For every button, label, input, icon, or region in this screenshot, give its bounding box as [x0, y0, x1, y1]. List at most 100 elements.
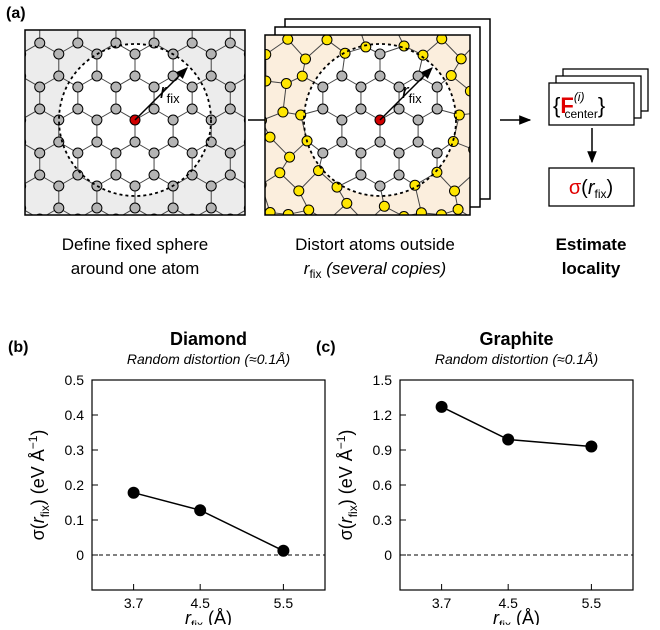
atom: [244, 5, 254, 15]
atom: [318, 104, 328, 114]
atom: [206, 181, 216, 191]
atom: [187, 16, 197, 26]
label-superscript: −1: [334, 435, 348, 449]
caption: around one atom: [71, 259, 200, 278]
atom: [187, 148, 197, 158]
bond: [97, 10, 116, 21]
atom: [111, 104, 121, 114]
atom: [356, 104, 366, 114]
atom: [35, 104, 45, 114]
atom: [168, 137, 178, 147]
bond: [135, 10, 154, 21]
atom: [206, 49, 216, 59]
y-axis-label: σ(rfix) (eV Å−1): [334, 430, 360, 541]
caption: Estimate: [556, 235, 627, 254]
bond: [319, 15, 337, 17]
data-point: [194, 504, 206, 516]
atom: [16, 203, 26, 213]
atom: [35, 170, 45, 180]
y-tick-label: 0.9: [373, 442, 393, 458]
atom: [490, 198, 500, 208]
bond: [490, 120, 498, 147]
atom: [187, 104, 197, 114]
subscript: center: [564, 107, 597, 121]
bond: [490, 53, 499, 71]
chart-title: Graphite: [479, 329, 553, 349]
data-point: [128, 487, 140, 499]
subscript: fix: [309, 267, 321, 281]
chart-subtitle: Random distortion (≈0.1Å): [127, 351, 290, 367]
atom: [92, 203, 102, 213]
atom: [73, 16, 83, 26]
atom: [187, 38, 197, 48]
caption: Define fixed sphere: [62, 235, 208, 254]
x-tick-label: 3.7: [432, 595, 452, 611]
atom: [394, 170, 404, 180]
atom: [92, 115, 102, 125]
atom: [130, 181, 140, 191]
caption-rest: (several copies): [321, 259, 446, 278]
atom: [446, 71, 456, 81]
atom: [314, 166, 324, 176]
bond: [356, 9, 375, 19]
x-tick-label: 5.5: [274, 595, 294, 611]
data-line: [442, 407, 592, 447]
atom: [225, 38, 235, 48]
atom: [275, 168, 285, 178]
label-subscript: fix: [499, 618, 511, 625]
atom: [278, 107, 288, 117]
atom: [318, 82, 328, 92]
y-tick-label: 0.4: [65, 407, 85, 423]
atom: [225, 104, 235, 114]
atom: [187, 82, 197, 92]
subscript: fix: [167, 91, 181, 106]
atom: [265, 132, 275, 142]
sigma-label: σ(rfix): [569, 177, 613, 201]
label-part: σ(: [28, 523, 48, 540]
atom: [111, 148, 121, 158]
label-part: (Å): [511, 608, 540, 625]
label-part: σ(: [336, 523, 356, 540]
atom: [375, 49, 385, 59]
atom: [73, 82, 83, 92]
y-tick-label: 0.5: [65, 372, 85, 388]
atom: [54, 181, 64, 191]
atom: [337, 137, 347, 147]
atom: [265, 208, 275, 218]
atom: [375, 71, 385, 81]
atom: [54, 49, 64, 59]
panel-label: (c): [316, 339, 336, 356]
atom: [149, 148, 159, 158]
label-part: (Å): [203, 608, 232, 625]
bond: [78, 10, 97, 21]
atom: [294, 186, 304, 196]
label-part: ): [336, 430, 356, 436]
plot-frame: [92, 380, 325, 590]
y-tick-label: 0: [76, 547, 84, 563]
atom: [244, 49, 254, 59]
bond: [478, 203, 494, 222]
brace: }: [598, 93, 605, 118]
atom: [206, 5, 216, 15]
bond: [192, 10, 211, 21]
y-tick-label: 0: [384, 547, 392, 563]
subscript: fix: [595, 187, 607, 201]
paren: ): [607, 177, 614, 199]
atom: [35, 16, 45, 26]
chart-subtitle: Random distortion (≈0.1Å): [435, 351, 598, 367]
panel-label: (b): [8, 339, 28, 356]
atom: [111, 16, 121, 26]
atom: [16, 137, 26, 147]
atom: [111, 170, 121, 180]
atom: [356, 82, 366, 92]
x-tick-label: 5.5: [582, 595, 602, 611]
atom: [322, 35, 332, 45]
label-part: ) (eV Å: [28, 449, 48, 505]
bond: [337, 15, 356, 19]
subscript: fix: [409, 91, 423, 106]
atom: [394, 148, 404, 158]
atom: [130, 49, 140, 59]
panel-label: (a): [6, 5, 26, 22]
y-tick-label: 0.6: [373, 477, 393, 493]
atom: [149, 82, 159, 92]
